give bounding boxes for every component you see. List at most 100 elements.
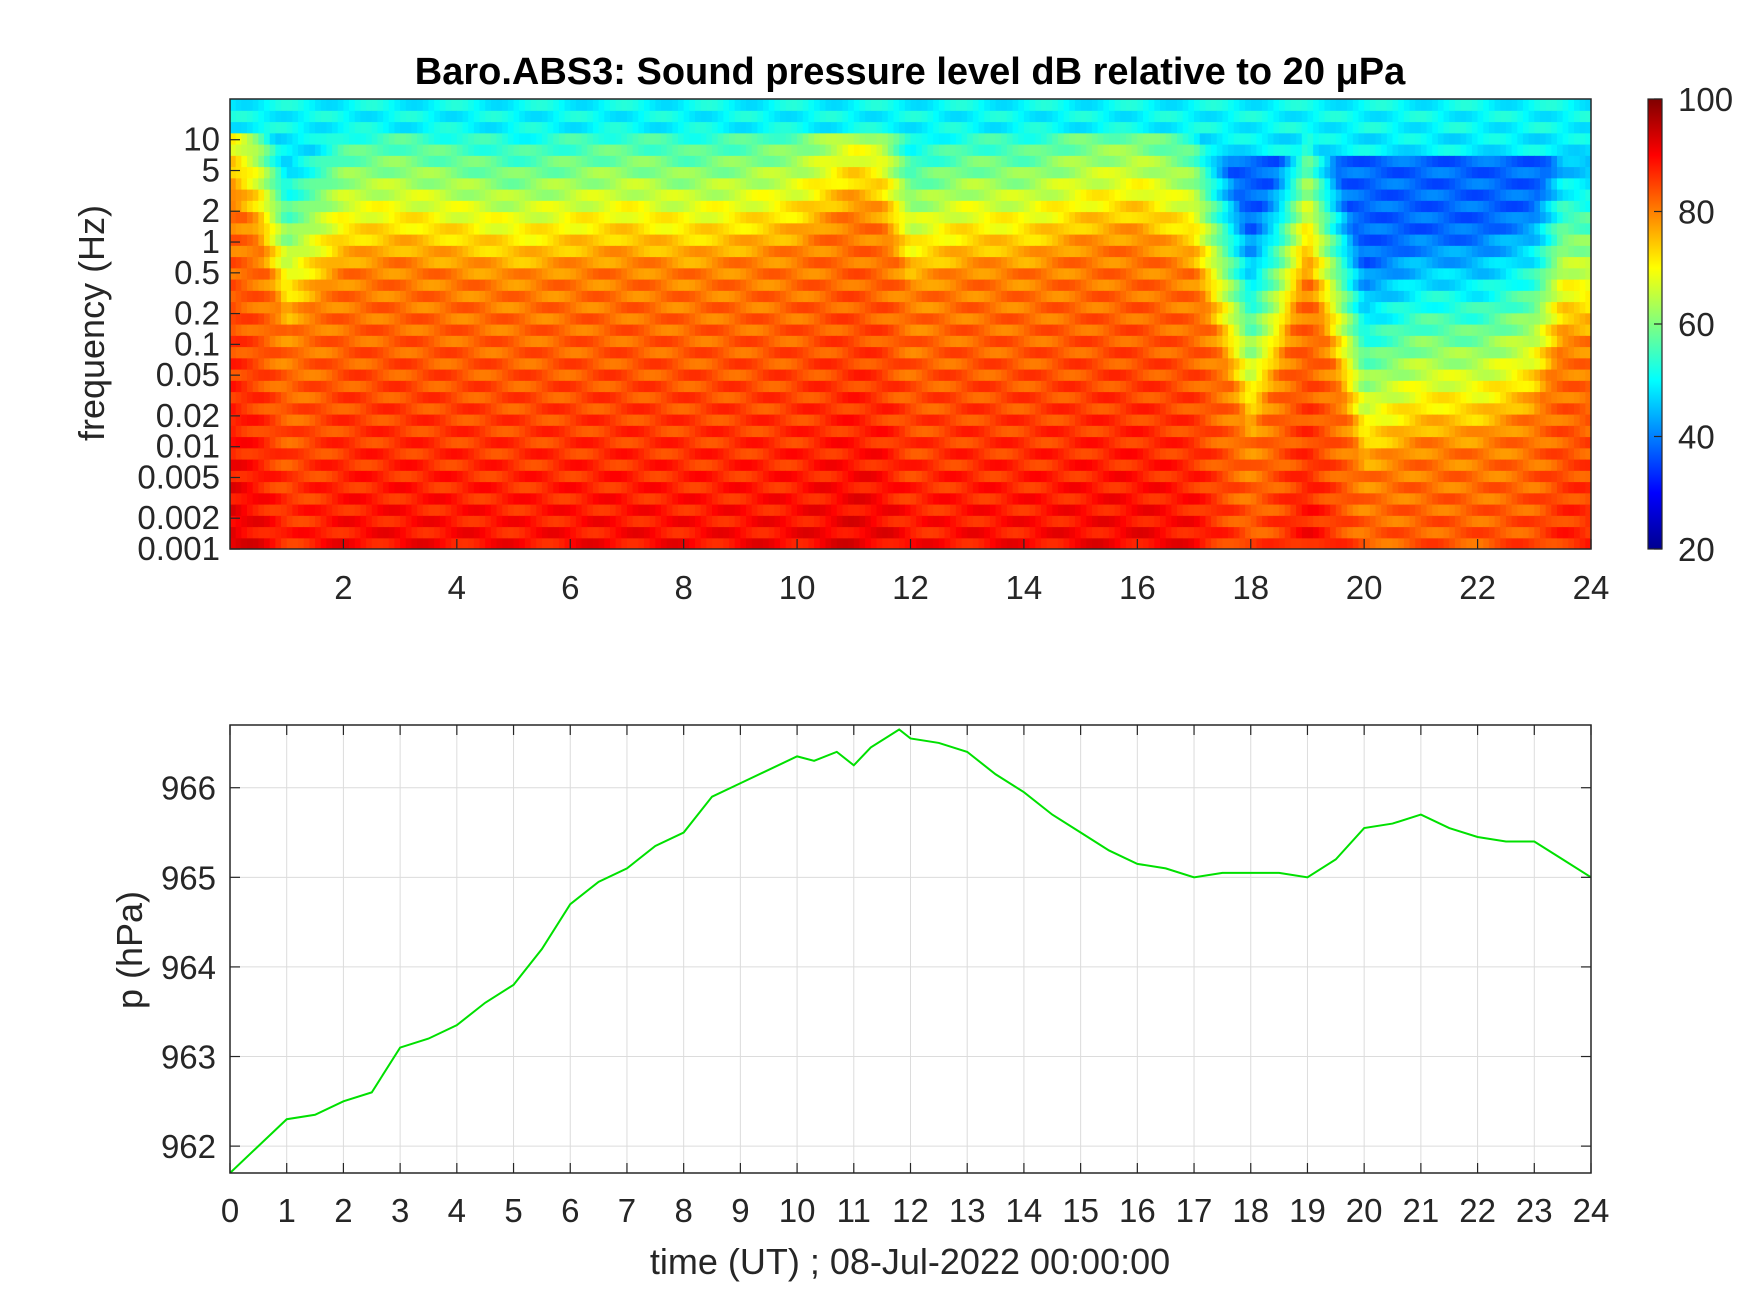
spectrogram-cell [695,312,702,325]
spectrogram-cell [808,177,815,190]
spectrogram-cell [831,346,838,359]
spectrogram-cell [366,436,373,449]
spectrogram-cell [490,211,498,224]
spectrogram-cell [910,200,917,213]
spectrogram-cell [780,324,787,336]
spectrogram-cell [309,256,316,269]
spectrogram-cell [825,211,832,224]
spectrogram-cell [468,436,475,449]
spectrogram-cell [808,290,815,303]
spectrogram-cell [354,166,362,179]
spectrogram-cell [530,391,537,404]
spectrogram-cell [655,459,662,471]
spectrogram-cell [717,470,724,483]
spectrogram-cell [230,526,237,539]
spectrogram-cell [859,346,866,359]
spectrogram-cell [581,200,588,213]
spectrogram-cell [541,537,549,549]
spectrogram-cell [315,200,322,213]
spectrogram-cell [230,470,237,483]
spectrogram-cell [672,391,679,404]
spectrogram-cell [899,470,906,483]
spectrogram-cell [876,459,883,471]
spectrogram-cell [547,324,554,336]
spectrogram-cell [734,492,741,505]
spectrogram-cell [422,459,430,471]
spectrogram-cell [524,414,532,426]
spectrogram-cell [445,211,452,224]
spectrogram-cell [468,99,475,111]
spectrogram-cell [870,447,878,460]
spectrogram-cell [417,121,424,134]
spectrogram-cell [819,132,827,145]
spectrogram-cell [768,166,775,179]
spectrogram-cell [712,312,719,325]
spectrogram-cell [899,515,906,528]
spectrogram-cell [729,121,736,134]
spectrogram-cell [910,234,917,246]
spectrogram-cell [678,335,685,348]
spectrogram-cell [672,110,679,123]
spectrogram-cell [581,335,588,348]
spectrogram-cell [530,436,537,449]
spectrogram-cell [626,459,634,471]
spectrogram-cell [592,537,600,549]
spectrogram-cell [405,144,413,156]
spectrogram-cell [456,267,464,280]
spectrogram-cell [751,380,758,393]
spectrogram-cell [729,99,736,111]
spectrogram-cell [547,436,554,449]
spectrogram-cell [541,211,549,224]
spectrogram-cell [797,279,804,291]
spectrogram-cell [468,447,475,460]
spectrogram-cell [921,99,929,111]
spectrogram-cell [536,110,543,123]
spectrogram-cell [763,290,770,303]
spectrogram-cell [349,200,356,213]
spectrogram-cell [666,177,673,190]
spectrogram-cell [303,99,310,111]
spectrogram-cell [445,414,452,426]
spectrogram-cell [309,436,316,449]
spectrogram-cell [695,99,702,111]
spectrogram-cell [712,234,719,246]
spectrogram-cell [354,200,362,213]
spectrogram-cell [893,504,900,516]
spectrogram-cell [797,99,804,111]
spectrogram-cell [621,256,628,269]
spectrogram-cell [740,121,747,134]
spectrogram-cell [797,481,804,494]
spectrogram-cell [428,189,435,201]
spectrogram-cell [485,177,492,190]
spectrogram-cell [859,267,866,280]
spectrogram-cell [921,504,929,516]
spectrogram-cell [689,335,696,348]
spectrogram-cell [723,481,730,494]
spectrogram-cell [519,301,526,314]
spectrogram-cell [649,121,656,134]
spectrogram-cell [360,436,367,449]
spectrogram-cell [394,447,401,460]
spectrogram-cell [609,132,617,145]
spectrogram-cell [564,234,571,246]
spectrogram-cell [303,166,310,179]
spectrogram-cell [473,537,481,549]
spectrogram-cell [377,515,384,528]
spectrogram-cell [451,222,458,235]
spectrogram-cell [848,200,855,213]
spectrogram-cell [672,279,679,291]
spectrogram-cell [831,380,838,393]
spectrogram-cell [927,357,934,370]
spectrogram-cell [740,459,747,471]
spectrogram-cell [689,256,696,269]
spectrogram-cell [309,110,316,123]
spectrogram-cell [621,324,628,336]
spectrogram-cell [349,324,356,336]
spectrogram-cell [383,470,390,483]
spectrogram-cell [683,177,690,190]
spectrogram-cell [553,526,560,539]
spectrogram-cell [536,470,543,483]
spectrogram-cell [734,155,741,168]
spectrogram-cell [230,200,237,213]
spectrogram-cell [360,110,367,123]
